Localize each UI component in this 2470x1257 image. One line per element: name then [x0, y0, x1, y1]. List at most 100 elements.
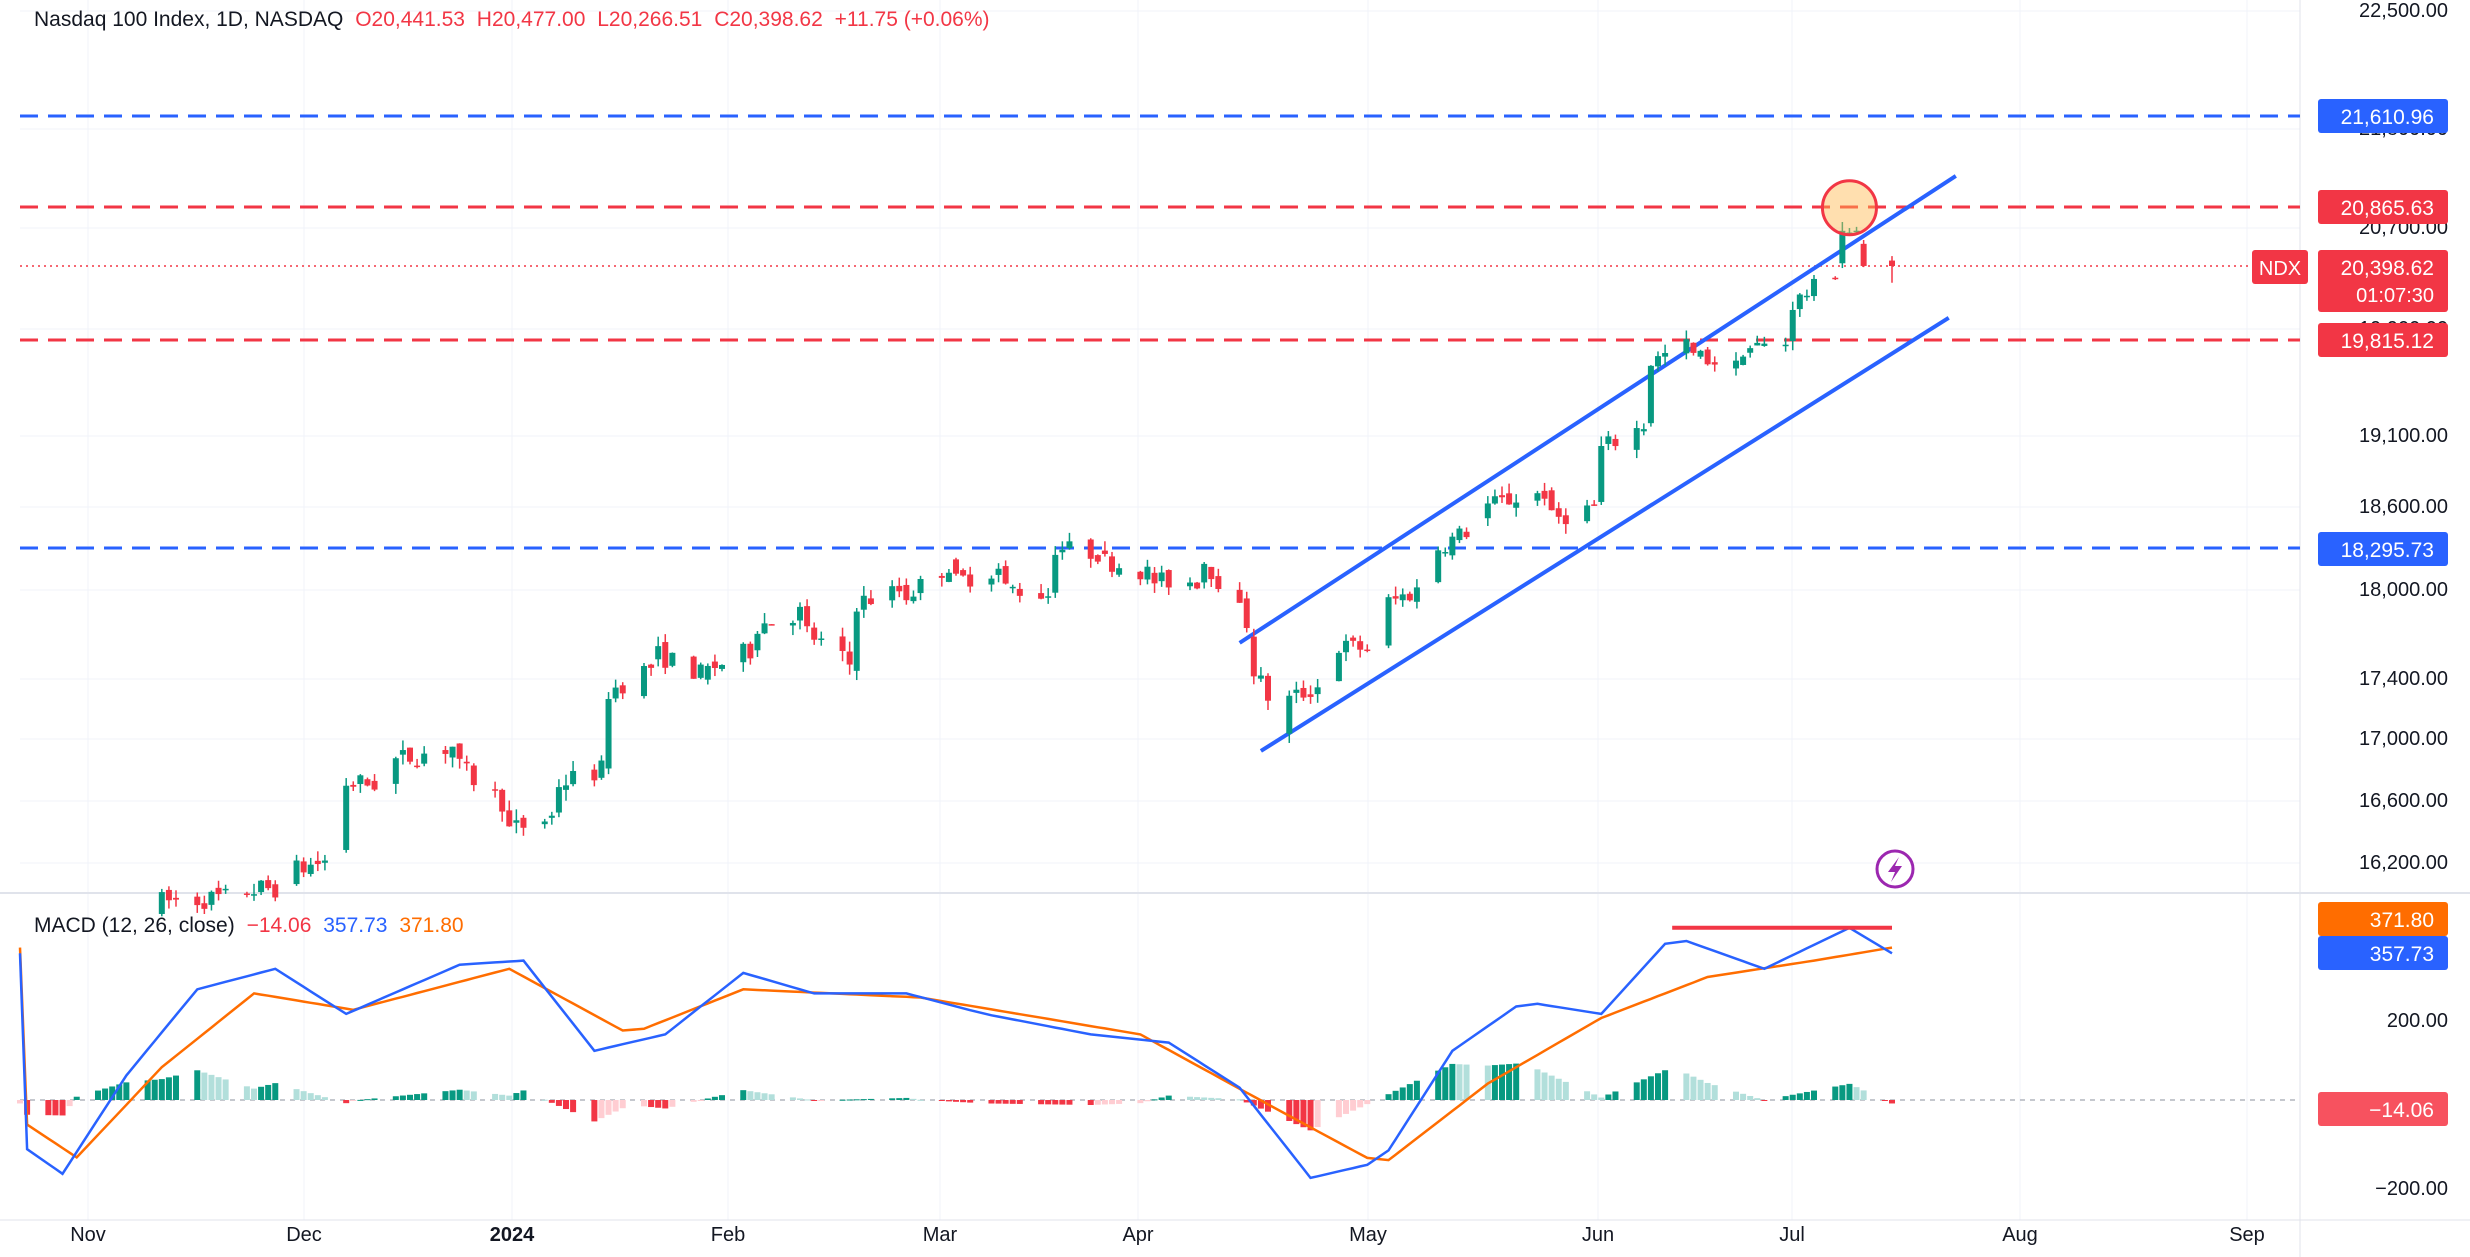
time-axis[interactable]: Nov Dec 2024 Feb Mar Apr May Jun Jul Aug… — [70, 1224, 2265, 1246]
candle-body — [1236, 589, 1243, 603]
macd-histogram-bar — [513, 1093, 520, 1100]
macd-histogram-bar — [1662, 1070, 1669, 1100]
candle-body — [563, 785, 569, 790]
macd-histogram-bar — [392, 1096, 399, 1100]
x-tick-label: Apr — [1122, 1224, 1153, 1246]
macd-histogram-bar — [995, 1100, 1002, 1104]
macd-histogram-bar — [407, 1094, 413, 1100]
macd-histogram-bar — [173, 1075, 179, 1100]
macd-histogram-bar — [123, 1082, 130, 1100]
candle-body — [541, 821, 548, 825]
macd-histogram-bar — [350, 1100, 357, 1101]
candle-body — [1442, 552, 1449, 554]
candle-body — [903, 584, 910, 601]
trend-channel[interactable] — [1238, 174, 1957, 753]
candle-body — [598, 760, 605, 778]
macd-histogram-bar — [548, 1100, 555, 1103]
candle-body — [1094, 555, 1101, 562]
candle-body — [938, 575, 945, 578]
macd-histogram-bar — [151, 1079, 158, 1100]
macd-line-tag — [2318, 936, 2448, 970]
candle-body — [1704, 349, 1711, 365]
macd-histogram-bar — [1293, 1100, 1300, 1125]
candle-body — [1655, 356, 1661, 367]
macd-histogram-bar — [704, 1098, 711, 1100]
macd-signal-tag — [2318, 902, 2448, 936]
x-tick-label: Dec — [286, 1224, 322, 1246]
candle-body — [1250, 636, 1257, 677]
x-tick-label: Jun — [1582, 1224, 1614, 1246]
candle-body — [506, 810, 513, 827]
macd-histogram-bar — [95, 1090, 101, 1100]
candle-body — [314, 860, 321, 865]
candle-body — [655, 646, 662, 660]
macd-histogram-bar — [1300, 1100, 1307, 1128]
macd-histogram-bar — [711, 1096, 718, 1100]
candle-body — [300, 861, 307, 873]
candle-body — [222, 888, 229, 891]
macd-histogram-bar — [1761, 1100, 1768, 1101]
candle-body — [988, 578, 995, 585]
horizontal-levels[interactable] — [20, 114, 2300, 550]
candle-body — [1796, 294, 1803, 310]
price-label-21610-bg — [2318, 99, 2448, 133]
macd-histogram-bar — [194, 1070, 201, 1100]
candle-body — [407, 747, 413, 762]
macd-histogram-bar — [1307, 1100, 1314, 1131]
price-label-18295: 18,295.73 — [2341, 539, 2434, 562]
candle-body — [1662, 353, 1669, 357]
price-label-20865: 20,865.63 — [2341, 197, 2434, 220]
candle-body — [357, 775, 364, 785]
macd-histogram-bar — [1052, 1100, 1059, 1105]
macd-histogram-bar — [669, 1100, 676, 1107]
macd-histogram-bar — [1584, 1091, 1591, 1100]
macd-title[interactable]: MACD (12, 26, close) — [34, 914, 235, 937]
candle-body — [1697, 350, 1704, 357]
candle-body — [1541, 490, 1548, 499]
macd-histogram-bar — [570, 1100, 577, 1113]
candle-body — [846, 651, 853, 665]
chart-overlays[interactable] — [1672, 179, 1892, 930]
macd-histogram-bar — [541, 1099, 548, 1101]
macd-histogram-bar — [1704, 1082, 1711, 1100]
candle-body — [1215, 576, 1222, 589]
candle-body — [1399, 594, 1406, 601]
candle-body — [201, 903, 208, 909]
price-scale[interactable]: 22,500.00 21,800.00 20,700.00 19,900.00 … — [2252, 0, 2448, 874]
lightning-icon[interactable] — [1875, 849, 1915, 889]
candle-body — [548, 815, 555, 818]
candle-body — [1201, 563, 1208, 583]
macd-histogram-bar — [1491, 1065, 1498, 1100]
macd-histogram-bar — [555, 1100, 562, 1106]
macd-histogram-bar — [889, 1098, 896, 1100]
macd-histogram-bar — [839, 1099, 846, 1101]
candle-body — [520, 817, 527, 828]
macd-scale[interactable]: 371.80 357.73 200.00 −14.06 −200.00 — [2318, 902, 2448, 1200]
macd-histogram-bar — [804, 1099, 811, 1101]
macd-histogram-bar — [1513, 1063, 1520, 1100]
macd-histogram-bar — [343, 1100, 350, 1104]
candle-body — [243, 893, 250, 895]
candle-body — [307, 864, 314, 874]
symbol-title[interactable]: Nasdaq 100 Index, 1D, NASDAQ — [34, 8, 344, 31]
symbol-legend[interactable]: Nasdaq 100 Index, 1D, NASDAQ O20,441.53 … — [34, 8, 996, 32]
macd-histogram-bar — [442, 1091, 449, 1100]
macd-histogram-bar — [371, 1098, 378, 1100]
macd-line-value-label: 357.73 — [2370, 943, 2434, 966]
macd-histogram-bar — [470, 1091, 477, 1100]
y-tick-label: 18,000.00 — [2359, 579, 2448, 601]
macd-histogram-bar — [1605, 1094, 1612, 1100]
candle-body — [371, 780, 378, 790]
candle-body — [761, 623, 768, 634]
macd-histogram-bar — [102, 1088, 109, 1100]
macd-histogram-bar — [1094, 1100, 1101, 1105]
highlight-circle — [1820, 179, 1878, 237]
candle-body — [669, 652, 676, 666]
macd-legend[interactable]: MACD (12, 26, close) −14.06 357.73 371.8… — [34, 914, 470, 938]
candle-body — [1059, 549, 1066, 553]
macd-histogram-bar — [1413, 1080, 1420, 1100]
candle-body — [1045, 596, 1052, 598]
macd-histogram-bar — [52, 1100, 59, 1116]
